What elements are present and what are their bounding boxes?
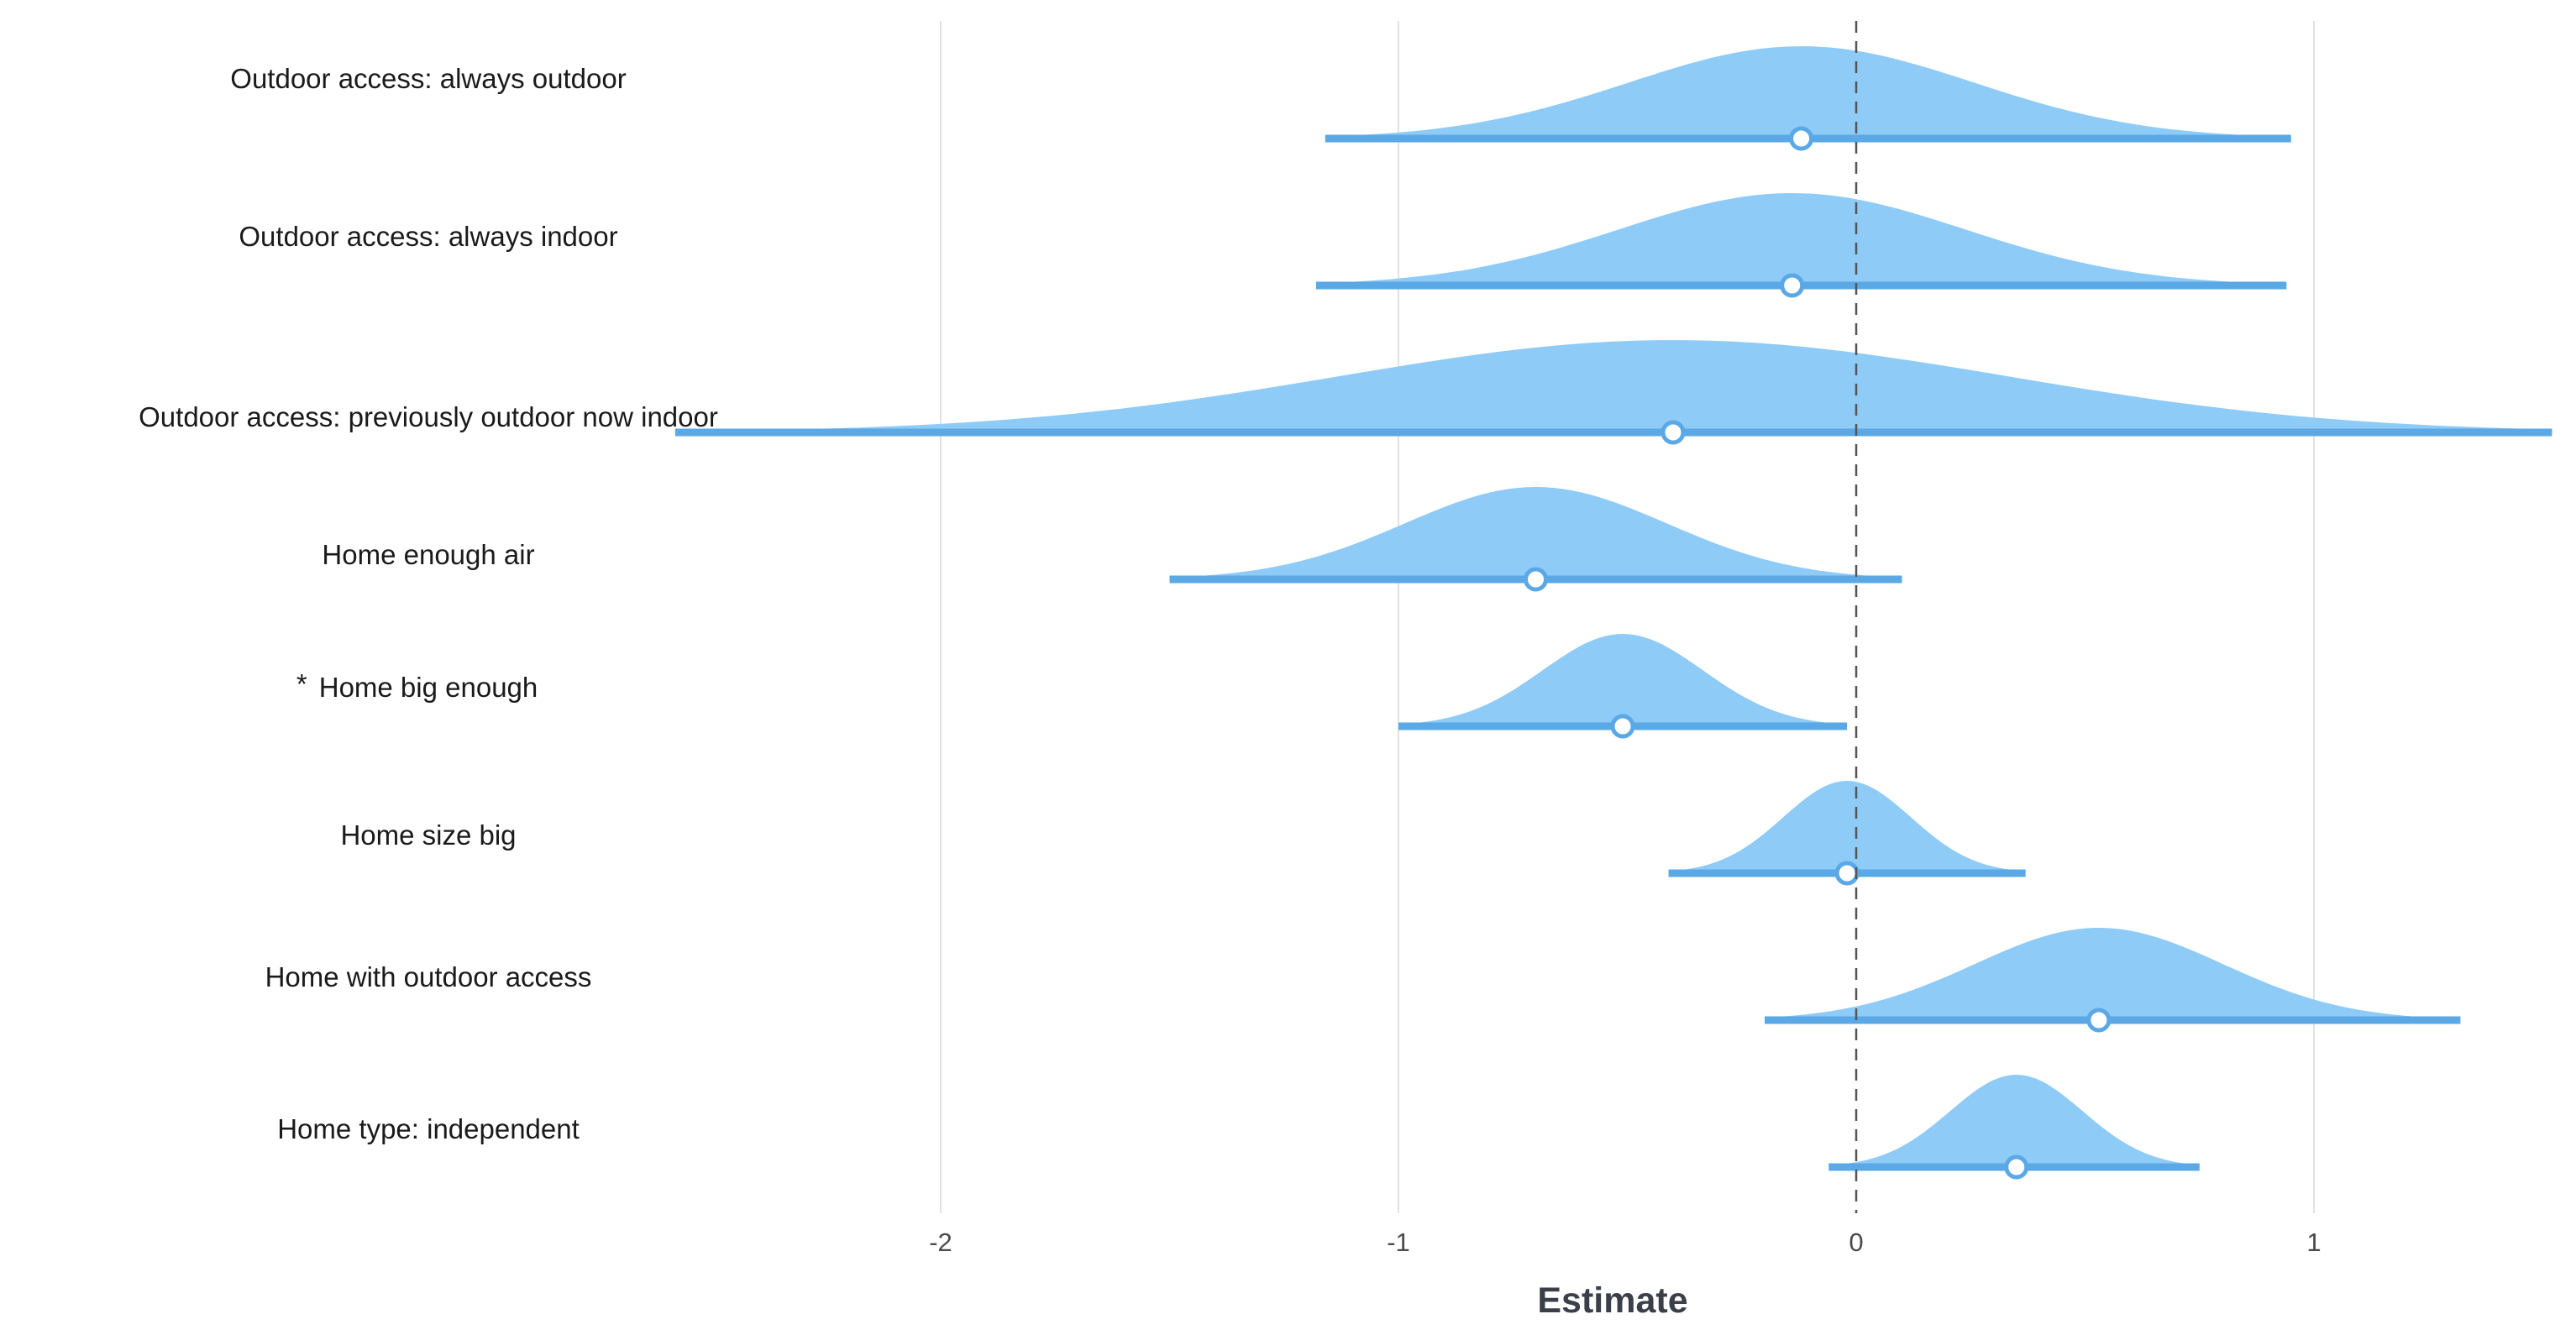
point-estimate bbox=[1789, 126, 1814, 151]
chart-rows bbox=[674, 46, 2552, 1180]
x-axis-ticks: -2 -1 0 1 bbox=[929, 1228, 2321, 1257]
x-tick-label: -1 bbox=[1387, 1228, 1410, 1257]
point-estimate bbox=[1524, 567, 1548, 592]
row-label: Home big enough bbox=[319, 672, 538, 703]
row-label: Home size big bbox=[340, 819, 516, 851]
density-curve bbox=[1169, 487, 1902, 579]
row-3 bbox=[674, 340, 2552, 445]
row-label: Outdoor access: always indoor bbox=[239, 221, 617, 252]
row-7 bbox=[1765, 928, 2461, 1033]
significance-marker: * bbox=[296, 668, 307, 699]
density-curve bbox=[1325, 46, 2291, 139]
grid-lines bbox=[940, 21, 2315, 1213]
row-labels: Outdoor access: always outdoor Outdoor ac… bbox=[139, 63, 718, 1144]
row-label: Home with outdoor access bbox=[265, 961, 592, 992]
point-estimate bbox=[1660, 420, 1686, 445]
density-curve bbox=[1828, 1075, 2200, 1167]
density-curve bbox=[1765, 928, 2461, 1020]
row-8 bbox=[1828, 1075, 2200, 1180]
row-2 bbox=[1315, 193, 2287, 298]
x-tick-label: 0 bbox=[1849, 1228, 1863, 1257]
row-4 bbox=[1169, 487, 1902, 592]
point-estimate bbox=[2086, 1008, 2112, 1033]
row-6 bbox=[1668, 781, 2026, 886]
row-label: Home type: independent bbox=[277, 1113, 580, 1144]
density-curve bbox=[1668, 781, 2026, 873]
density-curve bbox=[1398, 634, 1848, 726]
row-label: Home enough air bbox=[322, 539, 534, 570]
density-curve bbox=[674, 340, 2552, 432]
density-curve bbox=[1315, 193, 2287, 285]
x-axis-title: Estimate bbox=[1537, 1280, 1687, 1321]
row-label: Outdoor access: always outdoor bbox=[230, 63, 626, 94]
row-5 bbox=[1398, 634, 1848, 739]
x-tick-label: 1 bbox=[2306, 1228, 2321, 1257]
point-estimate bbox=[2004, 1154, 2029, 1180]
point-estimate bbox=[1780, 273, 1805, 298]
row-1 bbox=[1325, 46, 2291, 151]
x-tick-label: -2 bbox=[929, 1228, 952, 1257]
point-estimate bbox=[1610, 714, 1635, 739]
row-label: Outdoor access: previously outdoor now i… bbox=[139, 401, 718, 432]
point-estimate bbox=[1834, 861, 1860, 886]
